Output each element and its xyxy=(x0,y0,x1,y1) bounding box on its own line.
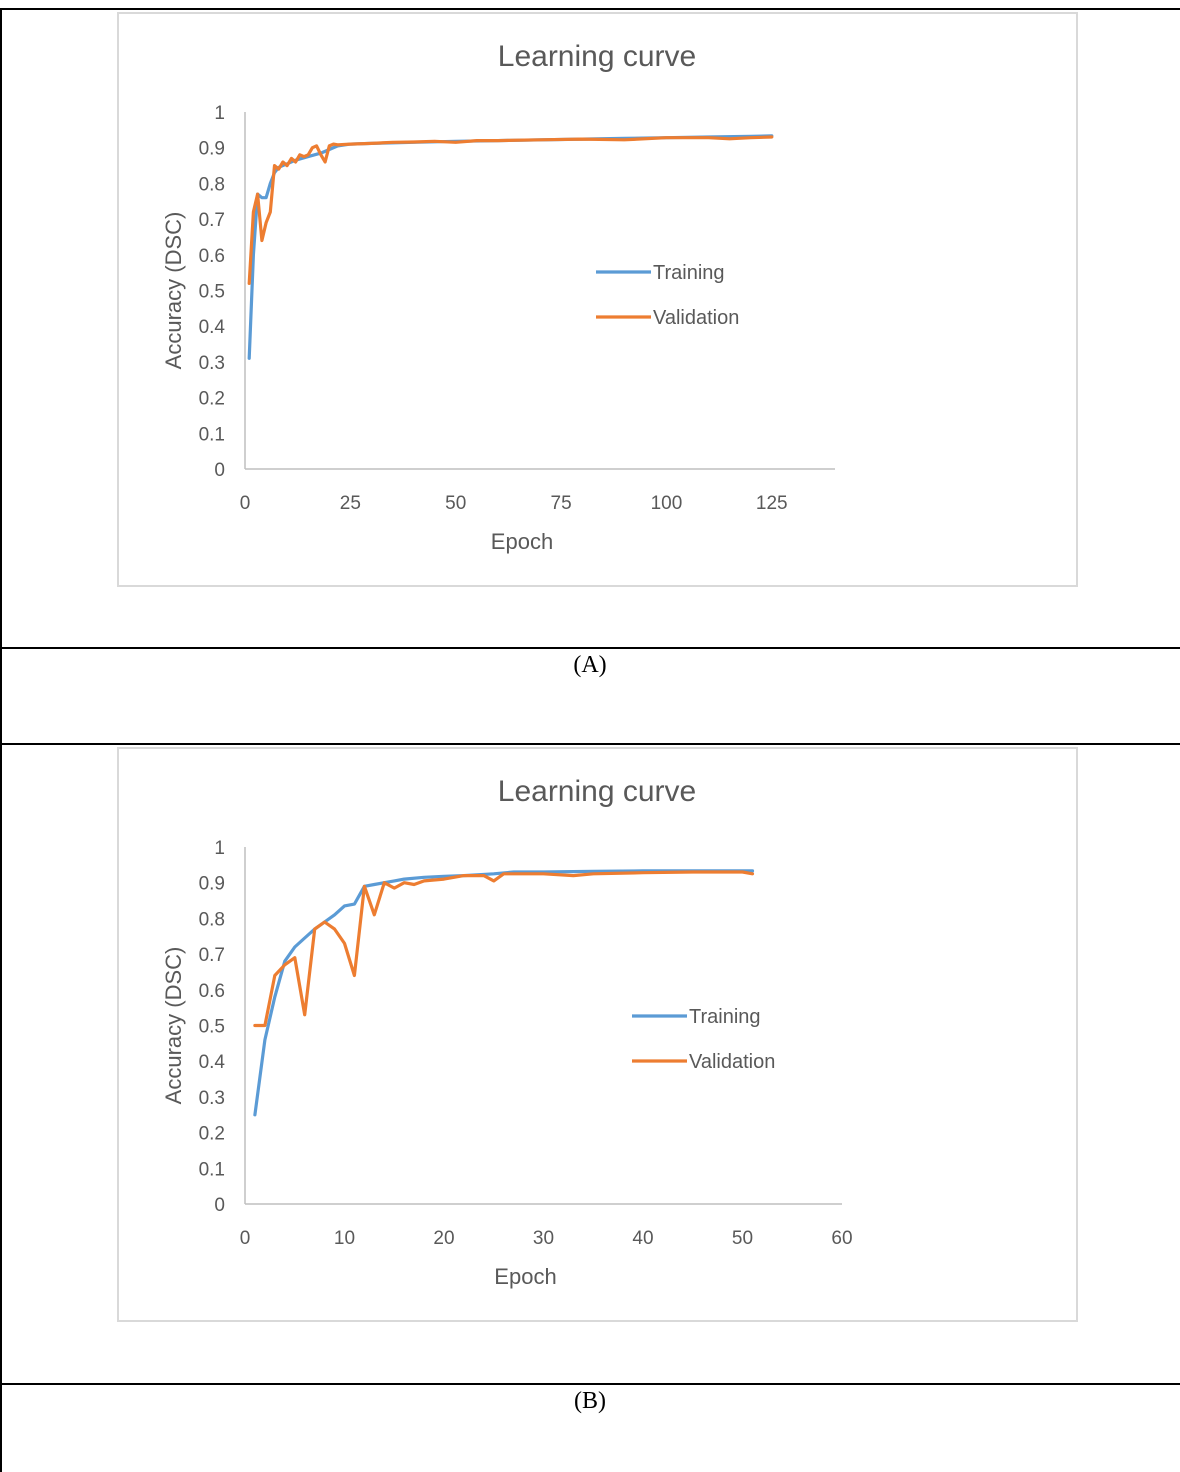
chart-b-y-tick-label: 0.3 xyxy=(199,1088,225,1109)
chart-b-series-line-training xyxy=(253,869,755,1117)
chart-b-y-axis-label: Accuracy (DSC) xyxy=(161,947,186,1105)
chart-a-series-line-validation xyxy=(247,135,774,285)
row-divider-b-caption xyxy=(0,1383,1180,1385)
chart-b-x-tick-label: 30 xyxy=(533,1228,554,1249)
chart-a-y-tick-label: 0.9 xyxy=(199,139,225,160)
chart-panel-b: Learning curve 0 0.1 0.2 0.3 0.4 0.5 0.6 0.7 0.8 0… xyxy=(117,747,1078,1322)
chart-a-y-tick-label: 0.7 xyxy=(199,210,225,231)
chart-a-legend-label-validation: Validation xyxy=(653,307,739,329)
chart-panel-a: Learning curve 0 0.1 0.2 0.3 0.4 0.5 0.6 0.7 0.8 0… xyxy=(117,12,1078,587)
chart-a-y-tick-label: 0.4 xyxy=(199,317,226,338)
chart-a-legend-label-training: Training xyxy=(653,262,725,284)
chart-b-y-tick-label: 0.1 xyxy=(199,1159,225,1180)
chart-b-x-axis-label: Epoch xyxy=(494,1264,556,1289)
chart-a-y-tick-label: 1 xyxy=(214,103,225,124)
caption-a: (A) xyxy=(573,652,607,678)
chart-a-x-tick-label: 75 xyxy=(551,493,572,514)
chart-a-x-axis-label: Epoch xyxy=(491,529,553,554)
chart-a-x-tick-label: 125 xyxy=(756,493,788,514)
chart-a-x-tick-label: 100 xyxy=(651,493,683,514)
chart-a-title: Learning curve xyxy=(498,40,696,73)
chart-b-x-tick-label: 0 xyxy=(240,1228,251,1249)
chart-a-x-tick-label: 50 xyxy=(445,493,466,514)
chart-a-y-tick-label: 0 xyxy=(214,460,225,481)
chart-b-title: Learning curve xyxy=(498,775,696,808)
chart-a-y-tick-label: 0.2 xyxy=(199,389,225,410)
chart-b-y-tick-label: 1 xyxy=(214,838,225,859)
table-border-top xyxy=(0,8,1180,10)
chart-b-y-tick-label: 0 xyxy=(214,1195,225,1216)
chart-b-y-tick-label: 0.2 xyxy=(199,1124,225,1145)
chart-b-svg: Learning curve 0 0.1 0.2 0.3 0.4 0.5 0.6 0.7 0.8 0… xyxy=(161,775,853,1289)
chart-b-y-tick-label: 0.5 xyxy=(199,1017,225,1038)
table-border-left xyxy=(0,8,2,1472)
chart-b-y-tick-label: 0.7 xyxy=(199,945,225,966)
chart-a-y-axis-label: Accuracy (DSC) xyxy=(161,212,186,370)
chart-b-x-tick-label: 60 xyxy=(831,1228,852,1249)
chart-b-legend-label-training: Training xyxy=(689,1006,761,1028)
chart-b-series-line-validation xyxy=(253,870,755,1028)
chart-a-y-tick-label: 0.1 xyxy=(199,424,225,445)
chart-b-x-tick-label: 40 xyxy=(632,1228,653,1249)
row-divider-b-chart xyxy=(0,743,1180,745)
chart-b-y-tick-label: 0.8 xyxy=(199,909,225,930)
chart-b-x-tick-label: 10 xyxy=(334,1228,355,1249)
chart-a-y-tick-label: 0.6 xyxy=(199,246,225,267)
chart-a-x-tick-label: 25 xyxy=(340,493,361,514)
chart-b-x-tick-label: 50 xyxy=(732,1228,753,1249)
caption-b: (B) xyxy=(574,1388,606,1414)
chart-a-y-tick-label: 0.3 xyxy=(199,353,225,374)
chart-a-x-tick-label: 0 xyxy=(240,493,251,514)
chart-b-y-tick-label: 0.9 xyxy=(199,874,225,895)
row-divider-a-caption xyxy=(0,647,1180,649)
chart-b-y-tick-label: 0.4 xyxy=(199,1052,226,1073)
chart-b-x-tick-label: 20 xyxy=(433,1228,454,1249)
chart-a-y-tick-label: 0.8 xyxy=(199,174,225,195)
chart-b-legend-label-validation: Validation xyxy=(689,1051,775,1073)
chart-a-svg: Learning curve 0 0.1 0.2 0.3 0.4 0.5 0.6 0.7 0.8 0… xyxy=(161,40,835,554)
chart-b-y-tick-label: 0.6 xyxy=(199,981,225,1002)
chart-a-y-tick-label: 0.5 xyxy=(199,282,225,303)
